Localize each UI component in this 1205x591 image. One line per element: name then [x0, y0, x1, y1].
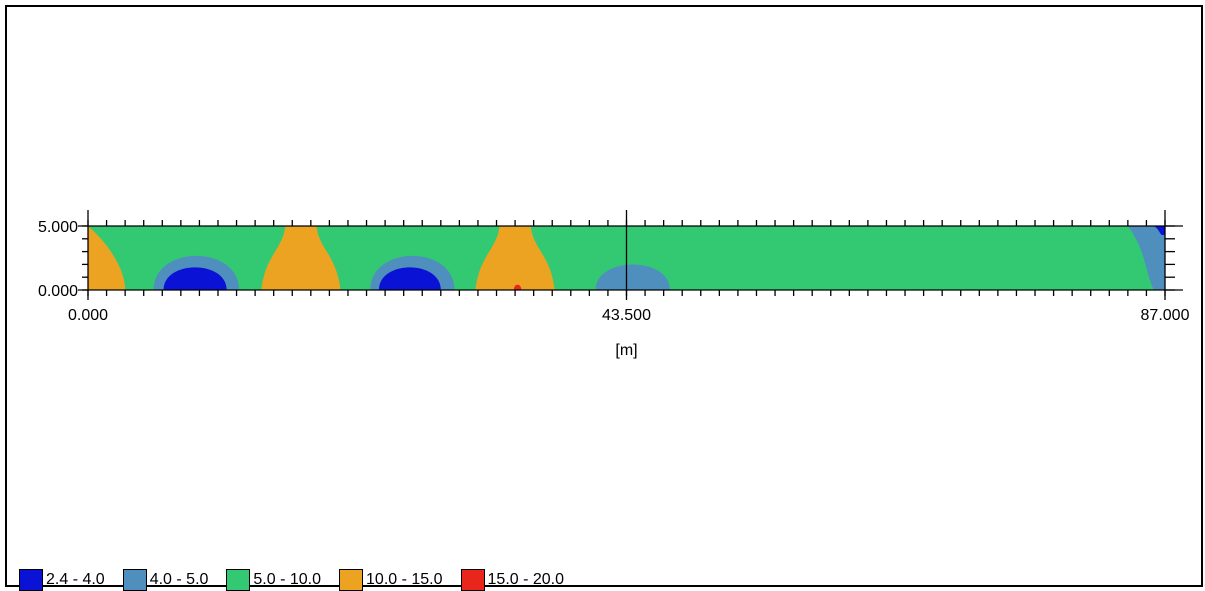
tick-labels: 0.000 43.500 87.000 0.000 5.000 [m]: [38, 219, 1190, 359]
contour-zone: [1153, 226, 1165, 235]
x-tick-label-0: 0.000: [68, 307, 108, 324]
legend-label: 10.0 - 15.0: [366, 571, 443, 588]
contour-zone: [475, 226, 555, 290]
legend-item: 5.0 - 10.0: [226, 569, 321, 591]
x-tick-label-1: 43.500: [602, 307, 651, 324]
legend-item: 4.0 - 5.0: [122, 569, 209, 591]
chart-plot: 0.000 43.500 87.000 0.000 5.000 [m]: [38, 210, 1190, 359]
legend-label: 5.0 - 10.0: [253, 571, 322, 588]
chart-frame: 0.000 43.500 87.000 0.000 5.000 [m] 2.4 …: [5, 5, 1203, 591]
contour-zone: [378, 267, 441, 290]
legend-label: 15.0 - 20.0: [487, 571, 565, 588]
y-tick-label-1: 5.000: [38, 219, 78, 236]
y-tick-label-0: 0.000: [38, 283, 78, 300]
legend-item: 15.0 - 20.0: [460, 569, 565, 591]
legend-swatch: [122, 569, 147, 591]
legend-label: 4.0 - 5.0: [149, 571, 209, 588]
contour-zone: [595, 264, 670, 290]
contour-zone: [1127, 226, 1165, 290]
axes: [78, 210, 1183, 300]
legend-item: 2.4 - 4.0: [19, 569, 105, 591]
legend: 2.4 - 4.0 4.0 - 5.0 5.0 - 10.0 10.0 - 15…: [19, 569, 582, 591]
contour-zone: [88, 226, 126, 290]
contour-zone: [261, 226, 341, 290]
contour-zone: [513, 284, 522, 290]
legend-item: 10.0 - 15.0: [339, 569, 443, 591]
contour-zone: [163, 267, 227, 290]
x-axis-label: [m]: [615, 342, 637, 359]
legend-swatch: [19, 569, 43, 591]
legend-swatch: [339, 569, 364, 591]
legend-swatch: [226, 569, 251, 591]
legend-swatch: [460, 569, 485, 591]
legend-label: 2.4 - 4.0: [46, 571, 105, 588]
x-tick-label-2: 87.000: [1141, 307, 1190, 324]
